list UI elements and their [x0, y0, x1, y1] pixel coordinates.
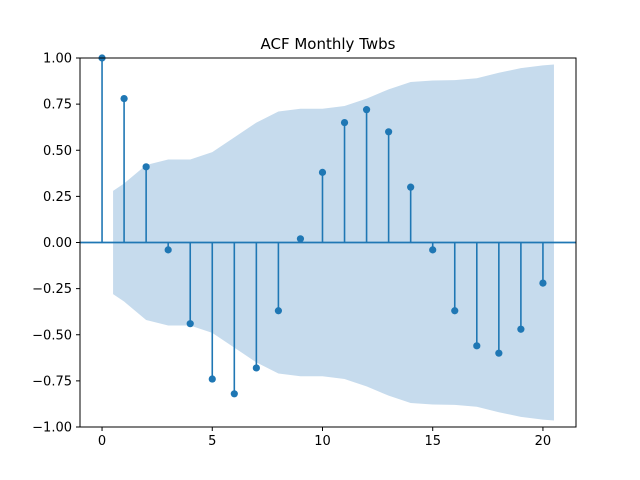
stem-marker-20	[539, 279, 547, 287]
stem-layer	[98, 54, 547, 398]
y-tick-label-2: −0.50	[32, 328, 72, 343]
stem-marker-14	[407, 183, 415, 191]
stem-marker-18	[495, 349, 503, 357]
x-tick-label-0: 0	[98, 434, 106, 449]
stem-marker-17	[473, 342, 481, 350]
stem-marker-12	[362, 106, 371, 114]
stem-marker-4	[186, 320, 194, 328]
stem-marker-2	[142, 163, 150, 171]
stem-marker-19	[517, 325, 525, 333]
x-tick-label-15: 15	[424, 434, 441, 449]
y-tick-label-3: −0.25	[32, 282, 72, 297]
x-tick-label-10: 10	[314, 434, 331, 449]
stem-marker-13	[385, 128, 393, 136]
stem-marker-15	[429, 246, 437, 254]
stem-marker-16	[451, 307, 459, 315]
y-tick-label-4: 0.00	[43, 236, 72, 251]
stem-marker-9	[296, 235, 305, 243]
stem-marker-5	[208, 375, 216, 383]
tick-layer: 0 5 10 15 20 −1.00 −0.75 −0.50 −0.25 0.00 0.25 0.50…	[32, 52, 551, 450]
y-tick-label-6: 0.50	[43, 144, 72, 159]
y-tick-label-8: 1.00	[43, 52, 72, 67]
y-tick-label-7: 0.75	[43, 98, 72, 113]
stem-marker-1	[120, 94, 128, 103]
stem-marker-10	[318, 168, 327, 176]
x-tick-label-5: 5	[208, 434, 216, 449]
x-tick-label-20: 20	[535, 434, 552, 449]
y-tick-label-1: −0.75	[32, 374, 72, 389]
y-tick-label-5: 0.25	[43, 190, 72, 205]
stem-marker-8	[274, 307, 282, 315]
y-tick-label-0: −1.00	[32, 421, 72, 436]
stem-marker-11	[340, 118, 349, 127]
stem-marker-7	[252, 364, 260, 372]
chart-title: ACF Monthly Twbs	[261, 35, 396, 53]
stem-marker-3	[164, 246, 172, 254]
stem-marker-6	[230, 390, 238, 398]
